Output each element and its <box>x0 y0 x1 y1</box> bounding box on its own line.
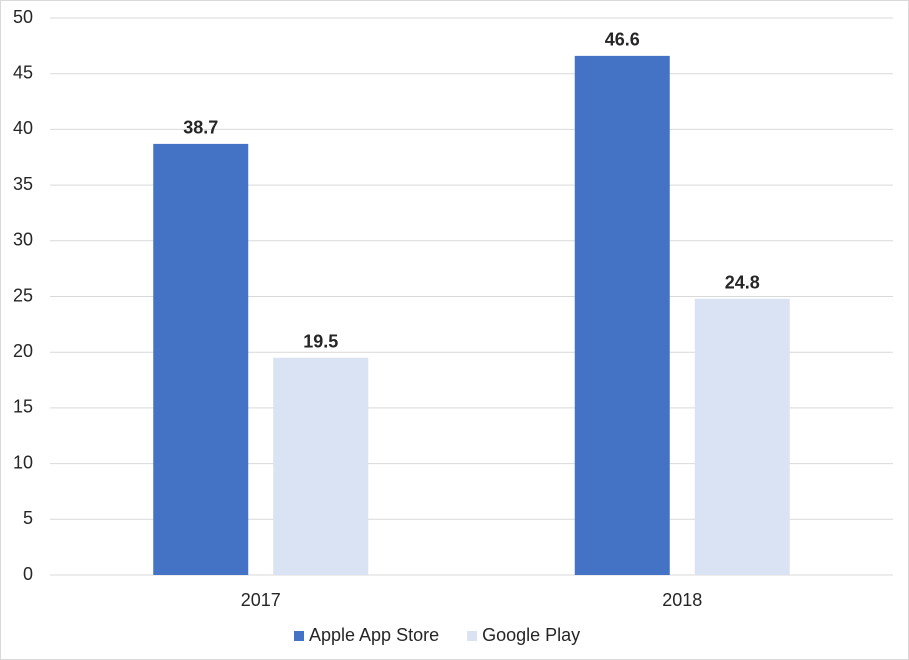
x-tick-label: 2018 <box>662 590 702 610</box>
bar <box>694 298 790 575</box>
bar <box>574 55 670 576</box>
data-label: 46.6 <box>605 30 640 50</box>
data-label: 38.7 <box>183 118 218 138</box>
y-tick-label: 50 <box>13 7 33 27</box>
legend-swatch <box>467 631 478 641</box>
y-tick-label: 30 <box>13 230 33 250</box>
legend-label: Google Play <box>482 625 580 645</box>
y-tick-label: 45 <box>13 62 33 82</box>
y-tick-label: 20 <box>13 341 33 361</box>
bar <box>273 357 369 575</box>
data-label: 24.8 <box>725 272 760 292</box>
legend-label: Apple App Store <box>309 625 439 645</box>
bar <box>153 143 249 575</box>
y-tick-label: 25 <box>13 285 33 305</box>
y-tick-label: 10 <box>13 452 33 472</box>
y-tick-label: 15 <box>13 397 33 417</box>
y-tick-label: 5 <box>23 508 33 528</box>
legend-swatch <box>294 631 304 641</box>
y-tick-label: 40 <box>13 118 33 138</box>
x-tick-label: 2017 <box>241 590 281 610</box>
y-tick-label: 35 <box>13 174 33 194</box>
y-tick-label: 0 <box>23 564 33 584</box>
data-label: 19.5 <box>303 332 338 352</box>
